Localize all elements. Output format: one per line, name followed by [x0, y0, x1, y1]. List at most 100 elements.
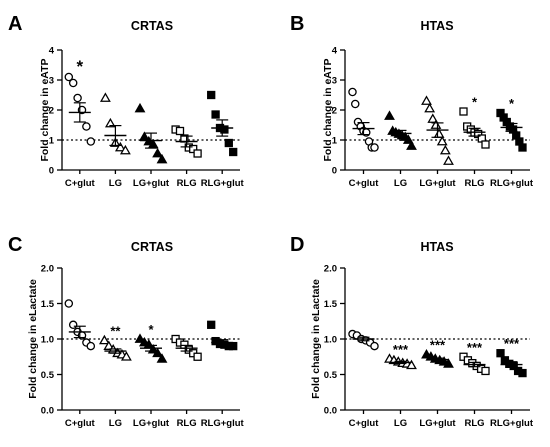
x-tick-label: LG+glut — [133, 178, 170, 189]
panel-label: A — [8, 13, 22, 35]
chart-title: HTAS — [420, 19, 453, 33]
group-c-plus-glut — [348, 329, 379, 351]
data-point — [152, 147, 164, 158]
significance-label: * — [509, 96, 515, 111]
data-point — [384, 110, 395, 120]
significance-label: * — [76, 57, 83, 76]
y-tick-label: 0.5 — [41, 370, 55, 381]
data-point — [156, 153, 168, 164]
data-point — [134, 333, 146, 343]
y-tick-label: 1 — [332, 136, 338, 147]
y-tick-label: 0 — [49, 166, 54, 177]
x-tick-label: LG+glut — [419, 178, 456, 189]
y-tick-label: 2 — [49, 106, 54, 117]
data-point — [156, 353, 168, 363]
y-tick-label: 0 — [332, 166, 337, 177]
data-point — [175, 126, 185, 136]
y-tick-label: 1 — [49, 136, 55, 147]
data-point — [64, 72, 74, 82]
data-point — [73, 93, 82, 103]
y-tick-label: 1.5 — [41, 299, 55, 310]
data-point — [120, 351, 132, 361]
data-point — [152, 347, 164, 358]
data-point — [104, 117, 116, 128]
x-tick-label: LG — [109, 178, 122, 189]
chart-title: CRTAS — [131, 240, 173, 254]
data-point — [114, 141, 126, 152]
significance-label: ** — [110, 323, 121, 338]
data-point — [481, 140, 490, 149]
x-tick-label: RLG — [464, 418, 484, 429]
group-lg — [384, 110, 417, 150]
x-tick-label: LG+glut — [419, 418, 456, 429]
group-c-plus-glut — [64, 299, 96, 351]
y-axis-label: Fold change in eLactate — [27, 279, 39, 399]
data-point — [193, 352, 202, 361]
y-tick-label: 4 — [49, 46, 55, 57]
y-tick-label: 1.0 — [324, 335, 337, 346]
data-point — [68, 320, 78, 330]
y-tick-label: 2.0 — [324, 264, 337, 275]
x-tick-label: LG — [394, 418, 407, 429]
data-point — [207, 90, 216, 100]
data-point — [350, 99, 360, 109]
x-tick-label: C+glut — [65, 178, 96, 189]
x-tick-label: RLG+glut — [201, 418, 245, 429]
data-point — [436, 135, 448, 146]
data-point — [439, 144, 451, 155]
x-tick-label: RLG — [464, 178, 484, 189]
x-tick-label: LG — [109, 418, 122, 429]
x-tick-label: RLG+glut — [201, 178, 245, 189]
data-point — [424, 102, 436, 113]
x-tick-label: RLG — [177, 178, 197, 189]
data-point — [370, 341, 379, 351]
x-tick-label: C+glut — [349, 178, 380, 189]
data-point — [220, 125, 229, 134]
data-point — [134, 102, 146, 113]
data-point — [86, 137, 96, 146]
y-tick-label: 1.5 — [324, 299, 338, 310]
group-lg-plus-glut — [134, 102, 168, 164]
data-point — [518, 368, 527, 378]
data-point — [406, 359, 417, 370]
data-point — [64, 299, 74, 308]
data-point — [86, 341, 96, 351]
data-point — [406, 140, 417, 150]
group-rlg — [171, 125, 202, 158]
group-lg-plus-glut — [421, 95, 454, 165]
data-point — [103, 340, 115, 350]
y-tick-label: 3 — [332, 76, 337, 87]
significance-label: * — [472, 95, 478, 110]
group-lg: ** — [98, 323, 132, 361]
chart-title: HTAS — [420, 240, 453, 254]
y-tick-label: 2 — [332, 106, 337, 117]
data-point — [509, 361, 518, 371]
y-axis-label: Fold change in eATP — [39, 58, 51, 161]
group-rlg: * — [459, 95, 490, 149]
panel-label: C — [8, 234, 22, 256]
data-point — [82, 122, 91, 131]
group-c-plus-glut — [348, 87, 379, 152]
data-point — [496, 349, 505, 358]
group-lg: *** — [384, 342, 417, 370]
data-point — [443, 155, 454, 165]
data-point — [119, 144, 131, 155]
y-tick-label: 2.0 — [41, 264, 54, 275]
y-tick-label: 0.0 — [324, 406, 337, 417]
panel-b: B HTAS Fold change in eATP 0 1 2 3 4 C+glut LG LG+… — [290, 13, 534, 189]
y-axis-label: Fold change in eLactate — [310, 279, 322, 399]
group-rlg: *** — [459, 340, 490, 376]
x-tick-label: C+glut — [65, 418, 96, 429]
data-point — [98, 334, 110, 345]
group-rlg-plus-glut — [207, 320, 238, 351]
significance-label: *** — [393, 342, 409, 357]
data-point — [443, 358, 454, 368]
significance-label: *** — [467, 340, 483, 355]
data-point — [229, 341, 238, 351]
data-point — [370, 143, 379, 152]
panel-a: A CRTAS Fold change in eATP 0 1 2 3 4 C+glut LG LG… — [8, 13, 245, 189]
group-lg-plus-glut: *** — [421, 338, 454, 368]
